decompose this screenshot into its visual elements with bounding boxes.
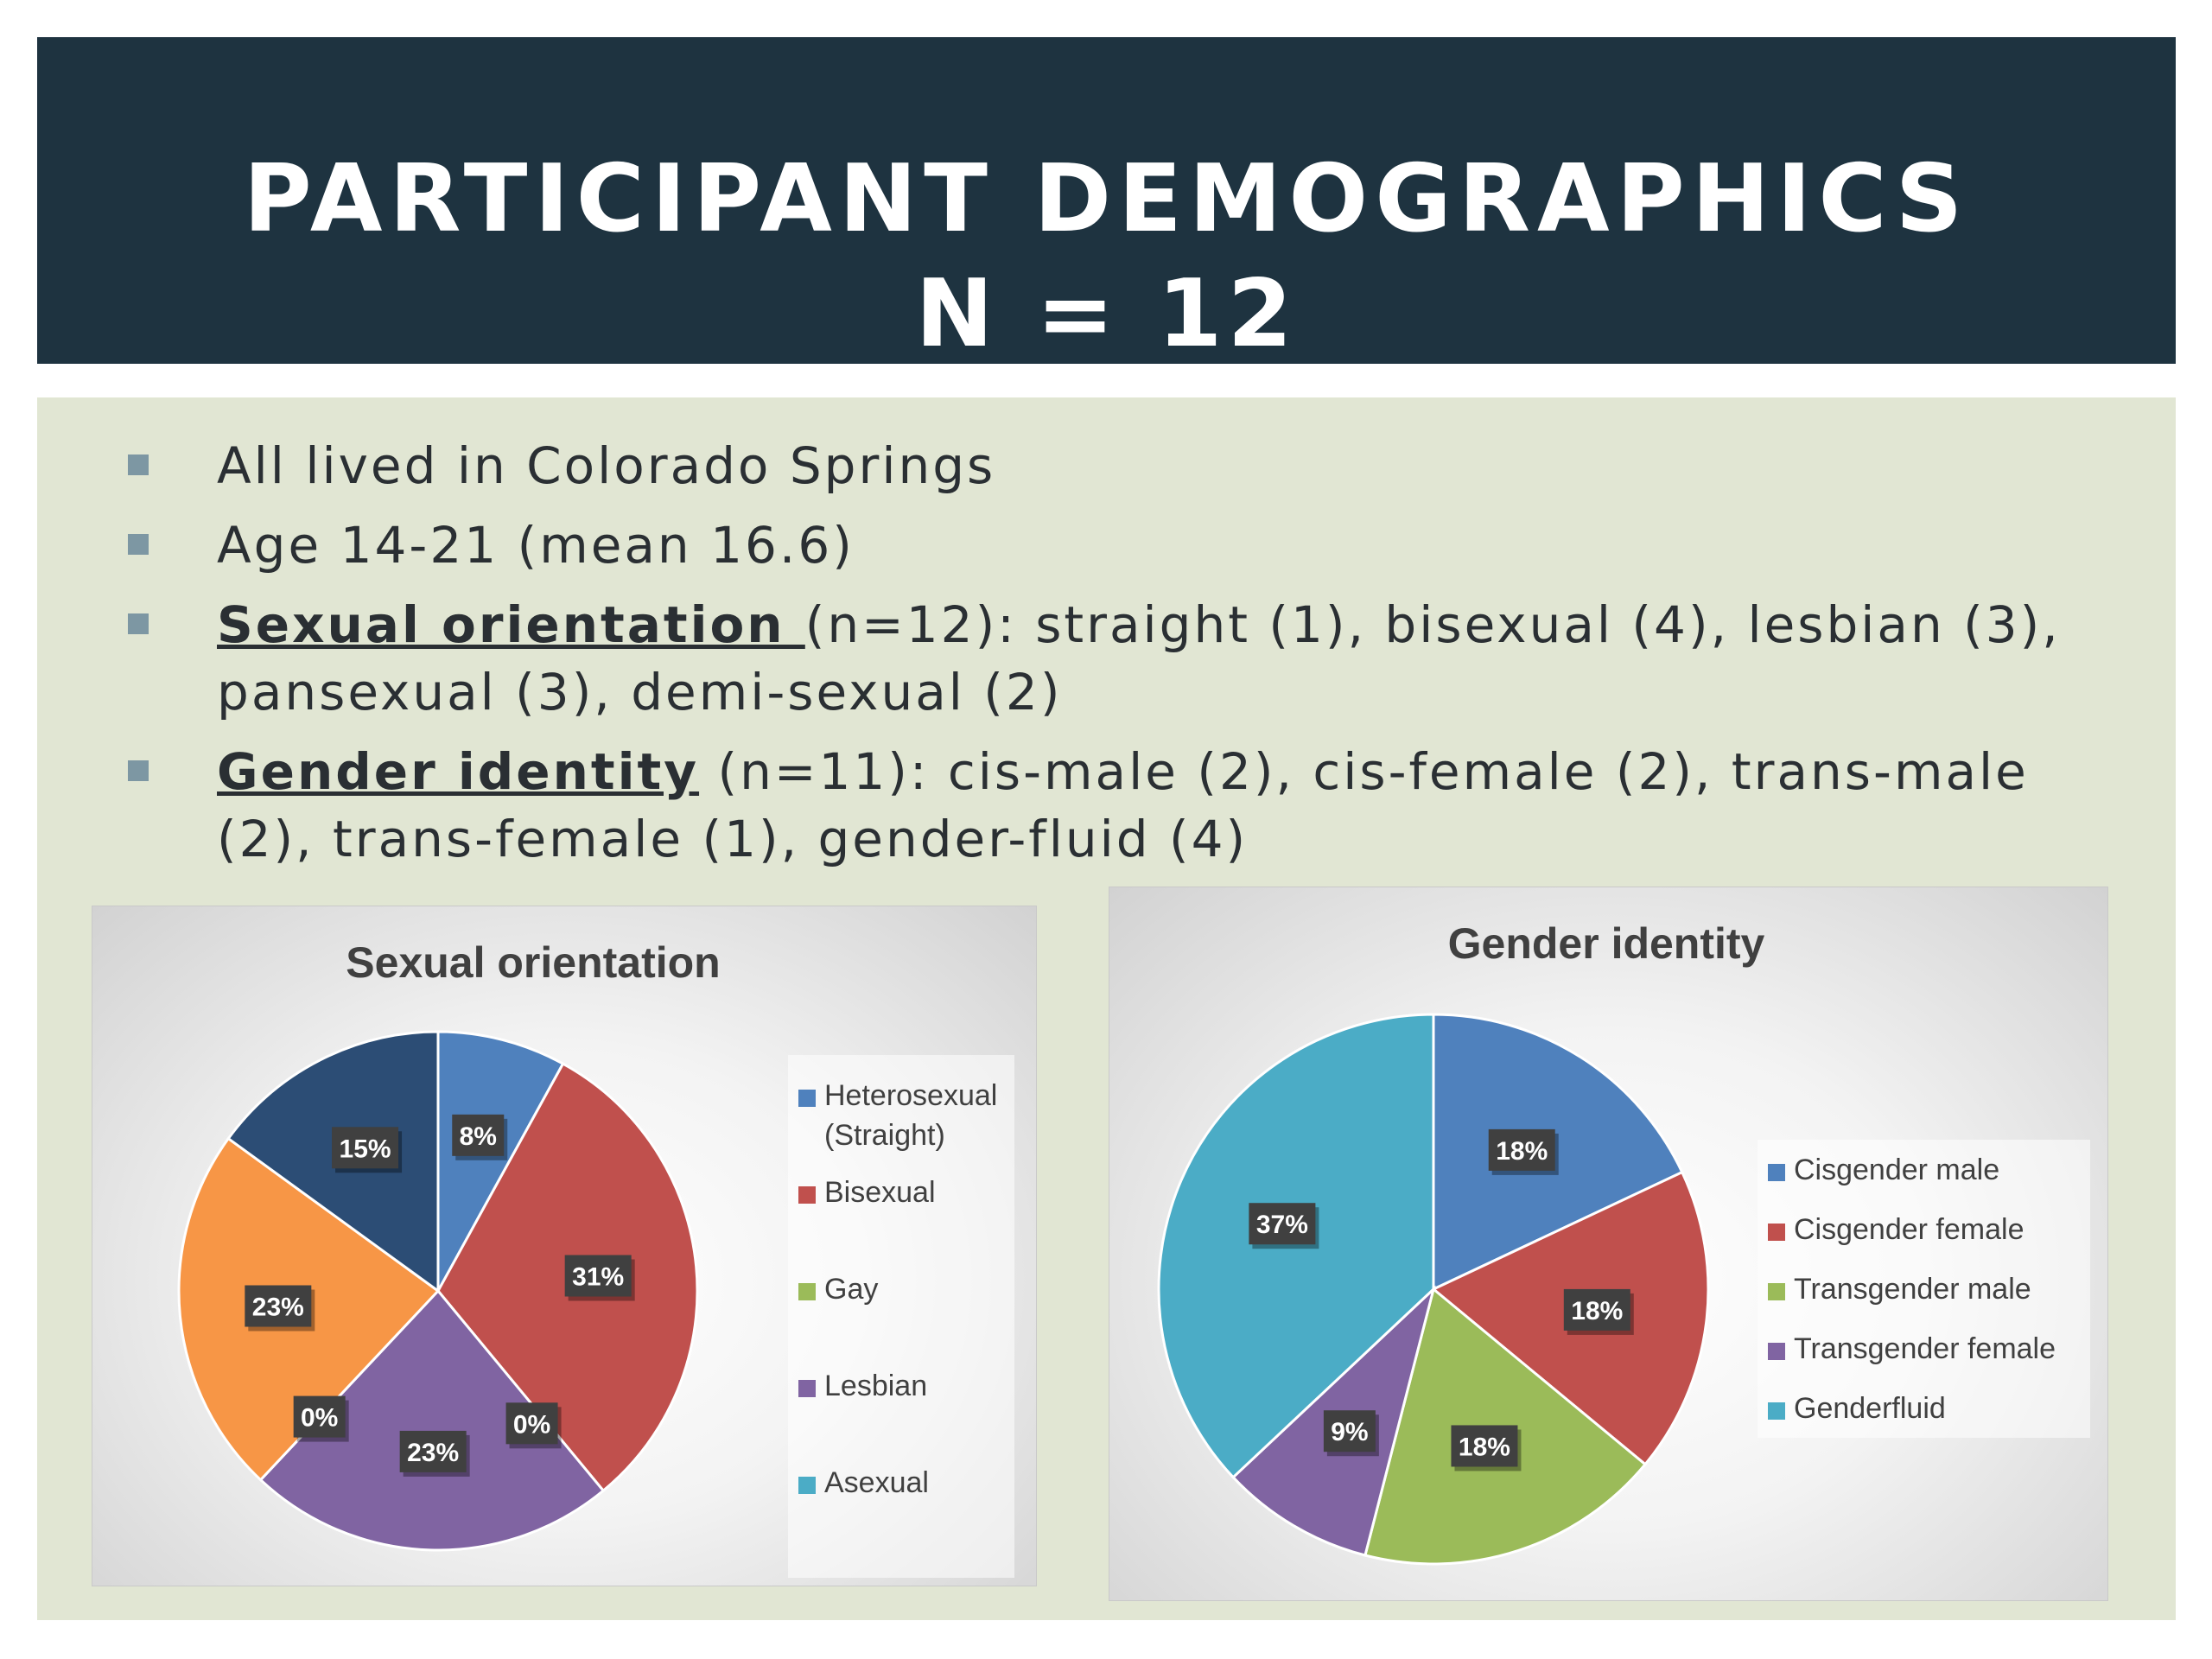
legend-item-cisgender-female: Cisgender female — [1768, 1213, 2024, 1246]
legend-item-heterosexual-straight: Heterosexual (Straight) — [798, 1079, 997, 1152]
legend-swatch — [798, 1283, 816, 1300]
bullet-square-icon — [128, 454, 149, 475]
data-label-asexual: 0% — [293, 1395, 349, 1442]
legend-item-transgender-male: Transgender male — [1768, 1273, 2031, 1306]
legend-item-transgender-female: Transgender female — [1768, 1332, 2056, 1365]
bullet-location: All lived in Colorado Springs — [128, 432, 2098, 499]
legend-item-asexual: Asexual — [798, 1466, 929, 1499]
legend-swatch — [798, 1380, 816, 1397]
legend-label: Cisgender male — [1794, 1154, 1999, 1186]
bullet-sexual-orientation: Sexual orientation (n=12): straight (1),… — [128, 591, 2098, 726]
bullet-square-icon — [128, 534, 149, 555]
legend-label: Heterosexual — [824, 1079, 997, 1112]
legend-swatch — [1768, 1164, 1785, 1181]
data-label-text: 15% — [340, 1135, 391, 1163]
data-label-text: 18% — [1571, 1297, 1623, 1325]
bullet-gender-identity: Gender identity (n=11): cis-male (2), ci… — [128, 738, 2098, 873]
legend-swatch — [798, 1090, 816, 1107]
bullet-list: All lived in Colorado Springs Age 14-21 … — [128, 432, 2098, 885]
legend-label: Transgender male — [1794, 1273, 2031, 1306]
data-label-text: 18% — [1496, 1137, 1548, 1166]
slide-subtitle: N = 12 — [915, 260, 1298, 368]
legend-label: (Straight) — [824, 1119, 945, 1152]
sexual-orientation-pie-svg: Sexual orientation 8% 31% 0% 23% 0% 23% 15% Hete… — [177, 938, 1014, 1578]
slide-title: PARTICIPANT DEMOGRAPHICS — [243, 145, 1970, 253]
data-label-gay: 0% — [505, 1402, 562, 1449]
legend-swatch — [1768, 1283, 1785, 1300]
pie-slice-genderfluid — [1157, 1013, 1435, 1479]
data-label-text: 0% — [513, 1410, 550, 1439]
legend-item-bisexual: Bisexual — [798, 1176, 936, 1209]
legend-swatch — [1768, 1343, 1785, 1360]
data-label-transgender-male: 18% — [1451, 1425, 1522, 1471]
data-label-text: 18% — [1459, 1433, 1510, 1461]
data-label-text: 31% — [572, 1262, 624, 1291]
legend-swatch — [798, 1186, 816, 1204]
legend-item-genderfluid: Genderfluid — [1768, 1392, 1946, 1425]
data-label-cisgender-female: 18% — [1563, 1288, 1634, 1335]
legend-label: Genderfluid — [1794, 1392, 1946, 1425]
data-label-heterosexual-straight: 8% — [452, 1114, 508, 1160]
legend-label: Bisexual — [824, 1176, 936, 1209]
data-labels: 8% 31% 0% 23% 0% 23% 15% — [245, 1114, 635, 1477]
gender-identity-chart: Gender identity 18% 18% 18% 9% 37% Cisgender m… — [1109, 887, 2108, 1601]
bullet-age: Age 14-21 (mean 16.6) — [128, 512, 2098, 579]
chart-title: Gender identity — [1448, 919, 1765, 968]
data-label-cisgender-male: 18% — [1488, 1128, 1559, 1175]
data-label-text: 9% — [1331, 1418, 1368, 1446]
chart-title: Sexual orientation — [346, 938, 720, 987]
legend: Cisgender male Cisgender female Transgende… — [1758, 1140, 2090, 1438]
legend-label: Transgender female — [1794, 1332, 2056, 1365]
gender-identity-pie-svg: Gender identity 18% 18% 18% 9% 37% Cisgender m… — [1157, 919, 2090, 1566]
data-label-text: 37% — [1256, 1211, 1308, 1239]
legend-swatch — [798, 1477, 816, 1494]
legend-label: Cisgender female — [1794, 1213, 2024, 1246]
data-label-lesbian: 23% — [399, 1430, 470, 1477]
title-banner: PARTICIPANT DEMOGRAPHICS N = 12 — [37, 37, 2176, 368]
legend-item-gay: Gay — [798, 1273, 878, 1306]
legend-label: Asexual — [824, 1466, 929, 1499]
data-labels: 18% 18% 18% 9% 37% — [1249, 1128, 1634, 1471]
legend-swatch — [1768, 1224, 1785, 1241]
data-label-demisexual: 15% — [332, 1127, 403, 1173]
legend: Heterosexual (Straight) Bisexual Gay Lesbian… — [788, 1055, 1014, 1578]
legend-item-lesbian: Lesbian — [798, 1370, 927, 1402]
pie-slice-cisgender-male — [1432, 1013, 1684, 1292]
bullet-heading: Gender identity — [217, 742, 700, 801]
legend-item-cisgender-male: Cisgender male — [1768, 1154, 1999, 1186]
legend-swatch — [1768, 1402, 1785, 1420]
data-label-transgender-female: 9% — [1323, 1410, 1379, 1457]
legend-label: Lesbian — [824, 1370, 927, 1402]
pie-slice-lesbian — [258, 1288, 606, 1552]
data-label-text: 8% — [460, 1122, 497, 1151]
data-label-text: 23% — [407, 1439, 459, 1467]
pie-slice-heterosexual-straight — [436, 1030, 565, 1292]
bullet-square-icon — [128, 613, 149, 634]
sexual-orientation-chart: Sexual orientation 8% 31% 0% 23% 0% 23% 15% Hete… — [92, 906, 1037, 1586]
data-label-genderfluid: 37% — [1249, 1203, 1319, 1249]
data-label-pansexual: 23% — [245, 1285, 315, 1332]
bullet-square-icon — [128, 760, 149, 781]
legend-label: Gay — [824, 1273, 878, 1306]
data-label-text: 0% — [301, 1404, 338, 1433]
bullet-heading: Sexual orientation — [217, 595, 805, 654]
data-label-bisexual: 31% — [564, 1255, 635, 1301]
data-label-text: 23% — [252, 1294, 304, 1322]
